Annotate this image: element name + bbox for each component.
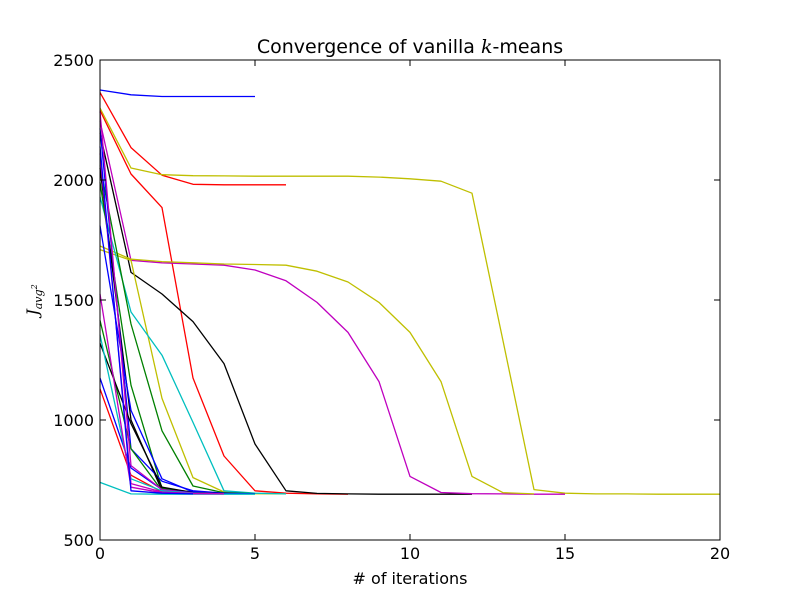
chart-title-prefix: Convergence of vanilla — [257, 36, 481, 58]
x-tick-label: 5 — [250, 544, 260, 563]
series-line-6 — [99, 121, 565, 495]
y-axis-label-base: J — [23, 308, 42, 319]
y-tick-label: 1000 — [53, 411, 94, 430]
x-tick-label: 20 — [710, 544, 730, 563]
svg-text:Javg2: Javg2 — [23, 284, 45, 318]
series-line-14 — [99, 128, 256, 495]
y-tick-label: 1500 — [53, 291, 94, 310]
x-tick-label: 15 — [555, 544, 575, 563]
y-axis-label: Javg2 — [23, 284, 45, 318]
series-line-4 — [99, 110, 349, 495]
chart-title-math: k — [481, 36, 493, 58]
y-tick-label: 2000 — [53, 171, 94, 190]
series-line-24 — [99, 146, 194, 495]
y-tick-label: 500 — [63, 531, 94, 550]
y-axis-label-superscript: 2 — [30, 284, 39, 290]
y-tick-label: 2500 — [53, 51, 94, 70]
chart-title-suffix: -means — [493, 36, 564, 58]
x-axis-label: # of iterations — [353, 569, 468, 588]
ticks-layer: 0 5 10 15 20 500 1000 1500 2000 2500 — [53, 51, 730, 563]
series-line-2 — [99, 92, 286, 186]
x-tick-label: 10 — [400, 544, 420, 563]
y-axis-label-subscript: avg — [32, 289, 45, 309]
series-line-7 — [99, 245, 535, 495]
series-line-5 — [99, 133, 472, 495]
series-line-1 — [99, 89, 255, 98]
series-layer — [99, 89, 720, 495]
x-tick-label: 0 — [95, 544, 105, 563]
chart-title: Convergence of vanilla k-means — [257, 36, 563, 58]
series-line-3 — [99, 107, 720, 495]
